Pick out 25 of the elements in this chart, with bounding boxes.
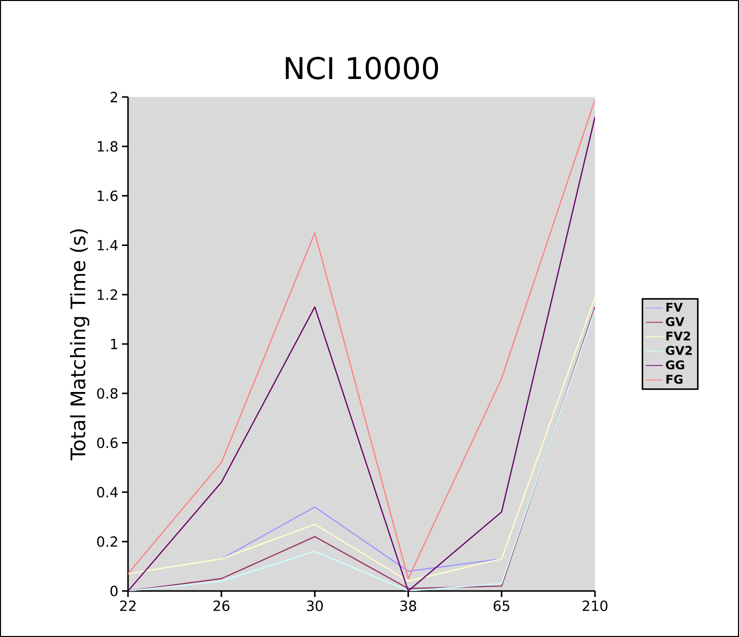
chart-title: NCI 10000 (286, 56, 438, 80)
y-tick-label: 0.6 (97, 437, 118, 448)
y-tick-label: 1.8 (98, 141, 118, 152)
y-axis-title: Total Matching Time (s) (70, 229, 90, 460)
legend-label: GV2 (666, 346, 692, 355)
y-tick-label: 1.2 (98, 289, 118, 300)
x-tick-label: 22 (120, 600, 136, 611)
y-tick-label: 2 (110, 92, 118, 102)
y-tick-label: 0.8 (97, 388, 118, 399)
x-tick-label: 65 (494, 600, 510, 612)
legend-label: GV (666, 317, 684, 326)
y-tick-label: 1.6 (98, 190, 118, 202)
y-tick-label: 1.4 (98, 240, 118, 250)
y-tick-label: 0.4 (97, 486, 118, 498)
legend-label: GG (666, 360, 684, 370)
y-tick-label: 0 (110, 586, 118, 596)
x-tick-label: 210 (582, 600, 608, 612)
legend-label: FV2 (666, 332, 690, 340)
legend-label: FV (666, 302, 683, 312)
y-tick-label: 1 (111, 338, 118, 350)
x-tick-label: 30 (306, 600, 323, 612)
legend-label: FG (666, 374, 682, 384)
x-tick-label: 38 (400, 600, 416, 612)
x-tick-label: 26 (214, 600, 230, 612)
y-tick-label: 0.2 (97, 536, 118, 547)
